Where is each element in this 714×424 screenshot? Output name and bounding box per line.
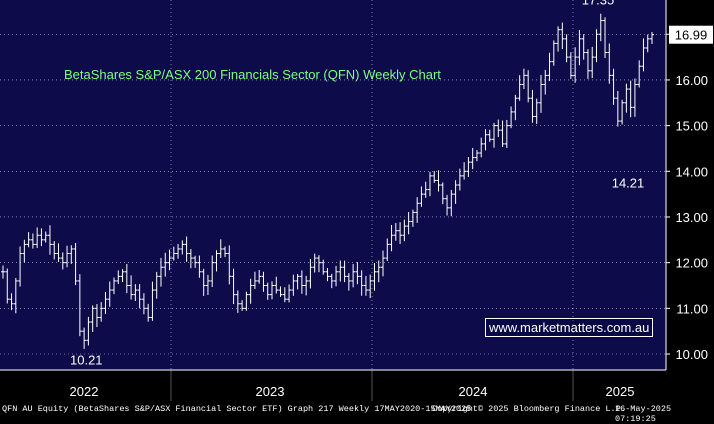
x-tick-label: 2022 bbox=[70, 384, 99, 399]
y-tick-label: 11.00 bbox=[676, 301, 708, 316]
watermark-label: www.marketmatters.com.au bbox=[485, 318, 654, 337]
last-price-box bbox=[669, 25, 713, 44]
x-tick-label: 2023 bbox=[256, 384, 285, 399]
footer-security-info: QFN AU Equity (BetaShares S&P/ASX Financ… bbox=[2, 404, 472, 414]
footer-timestamp: 16-May-2025 07:19:25 bbox=[615, 404, 672, 424]
y-tick-label: 10.00 bbox=[675, 347, 708, 362]
annotation-label: 10.21 bbox=[70, 352, 103, 367]
annotation-label: 17.35 bbox=[582, 0, 615, 7]
last-price-label: 16.99 bbox=[675, 28, 708, 43]
footer-bar: QFN AU Equity (BetaShares S&P/ASX Financ… bbox=[0, 401, 714, 424]
y-tick-label: 13.00 bbox=[675, 210, 708, 225]
x-tick-label: 2024 bbox=[459, 384, 488, 399]
y-tick-label: 12.00 bbox=[675, 256, 708, 271]
y-tick-label: 16.00 bbox=[675, 73, 708, 88]
footer-copyright: Copyright© 2025 Bloomberg Finance L.P. bbox=[432, 404, 626, 414]
chart-title: BetaShares S&P/ASX 200 Financials Sector… bbox=[64, 67, 441, 82]
y-tick-label: 15.00 bbox=[675, 119, 708, 134]
x-tick-label: 2025 bbox=[606, 384, 635, 399]
y-tick-label: 14.00 bbox=[675, 164, 708, 179]
plot-area bbox=[0, 0, 666, 370]
annotation-label: 14.21 bbox=[612, 176, 645, 191]
